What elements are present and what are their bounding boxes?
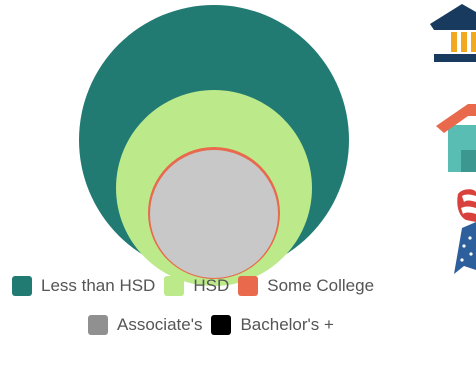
legend-label-associates: Associate's [117,315,203,334]
legend-label-some-college: Some College [267,276,375,295]
legend-label-less-than-hsd: Less than HSD [41,276,156,295]
legend-label-bachelors-plus: Bachelor's + [240,315,334,334]
circle-associates [150,150,278,278]
legend-swatch-associates [88,315,108,335]
legend-swatch-some-college [238,276,259,296]
government-building-icon [430,4,476,62]
legend-label-hsd: HSD [193,276,230,295]
legend-item-associates[interactable]: Associate's [88,315,202,335]
legend-swatch-less-than-hsd [12,276,32,296]
legend-row-2: Associate's Bachelor's + [88,312,343,338]
legend-row-1: Less than HSD HSD Some College [12,273,383,299]
nested-circle-chart [79,5,349,286]
legend-item-less-than-hsd[interactable]: Less than HSD [12,276,155,296]
house-icon [436,104,476,172]
legend-swatch-hsd [164,276,185,296]
legend-swatch-bachelors-plus [211,315,232,335]
legend-item-bachelors-plus[interactable]: Bachelor's + [211,315,334,335]
legend-item-hsd[interactable]: HSD [164,276,229,296]
award-ribbon-icon [454,189,476,274]
legend-item-some-college[interactable]: Some College [238,276,374,296]
